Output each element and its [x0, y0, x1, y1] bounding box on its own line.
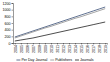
y-tick-label: 600 — [5, 22, 11, 26]
x-tick-label: 2017 — [92, 45, 96, 53]
x-tick-mark — [75, 43, 76, 45]
y-tick-mark — [12, 30, 14, 31]
lines — [15, 7, 105, 41]
plot: 0200400600800100012002004200520062007200… — [3, 2, 108, 53]
legend: Per Day Journal Publishers Journals — [16, 58, 93, 62]
y-tick-label: 1200 — [3, 2, 11, 6]
y-tick: 400 — [5, 28, 14, 32]
series-line — [15, 9, 105, 38]
x-tick-mark — [63, 43, 64, 45]
x-axis: 2004200520062007200820092010201120122013… — [14, 43, 108, 53]
series-line — [15, 7, 105, 37]
chart: 0200400600800100012002004200520062007200… — [0, 0, 110, 62]
x-tick-mark — [21, 43, 22, 45]
x-tick-mark — [81, 43, 82, 45]
y-tick: 0 — [9, 42, 14, 46]
y-tick: 800 — [5, 15, 14, 19]
y-tick-label: 0 — [9, 42, 11, 46]
x-tick: 2010 — [50, 43, 54, 53]
x-tick-mark — [69, 43, 70, 45]
x-tick: 2017 — [92, 43, 96, 53]
legend-label: Publishers — [55, 58, 72, 62]
y-tick-label: 1000 — [3, 8, 11, 12]
y-tick: 1200 — [3, 2, 14, 6]
x-tick: 2009 — [44, 43, 48, 53]
x-tick: 2012 — [62, 43, 66, 53]
series-line — [15, 22, 105, 41]
y-axis: 0 200 400 600 800 1000 1200 — [3, 2, 14, 46]
x-tick-mark — [45, 43, 46, 45]
x-tick: 2004 — [14, 43, 18, 53]
x-tick-label: 2014 — [74, 45, 78, 53]
y-tick-mark — [12, 3, 14, 4]
x-tick-label: 2005 — [20, 45, 24, 53]
legend-label: Per Day Journal — [21, 58, 47, 62]
legend-swatch — [16, 60, 20, 61]
x-tick-mark — [87, 43, 88, 45]
x-tick-label: 2004 — [14, 45, 18, 53]
y-tick-mark — [12, 43, 14, 44]
x-tick-mark — [15, 43, 16, 45]
y-tick-mark — [12, 16, 14, 17]
legend-item: Journals — [75, 58, 94, 62]
x-tick-label: 2010 — [50, 45, 54, 53]
x-tick-mark — [93, 43, 94, 45]
x-tick-label: 2007 — [32, 45, 36, 53]
x-tick-label: 2013 — [68, 45, 72, 53]
y-tick-mark — [12, 23, 14, 24]
x-tick: 2019 — [104, 43, 108, 53]
x-tick-label: 2008 — [38, 45, 42, 53]
x-tick-mark — [33, 43, 34, 45]
legend-swatch — [50, 60, 54, 61]
x-tick-label: 2018 — [98, 45, 102, 53]
x-tick: 2007 — [32, 43, 36, 53]
x-tick-label: 2011 — [56, 45, 60, 53]
y-tick-label: 200 — [5, 35, 11, 39]
x-tick: 2014 — [74, 43, 78, 53]
x-tick: 2013 — [68, 43, 72, 53]
x-tick-label: 2012 — [62, 45, 66, 53]
x-tick: 2016 — [86, 43, 90, 53]
x-tick: 2011 — [56, 43, 60, 53]
x-tick-mark — [39, 43, 40, 45]
y-tick-mark — [12, 36, 14, 37]
y-tick-label: 400 — [5, 28, 11, 32]
x-tick-mark — [57, 43, 58, 45]
x-tick-label: 2006 — [26, 45, 30, 53]
legend-item: Per Day Journal — [16, 58, 47, 62]
x-tick-label: 2016 — [86, 45, 90, 53]
x-tick: 2015 — [80, 43, 84, 53]
x-tick-label: 2019 — [104, 45, 108, 53]
x-tick-mark — [51, 43, 52, 45]
legend-label: Journals — [80, 58, 94, 62]
y-tick-label: 800 — [5, 15, 11, 19]
x-tick: 2008 — [38, 43, 42, 53]
x-tick: 2006 — [26, 43, 30, 53]
legend-swatch — [75, 60, 79, 61]
x-tick-mark — [99, 43, 100, 45]
x-tick: 2005 — [20, 43, 24, 53]
y-axis-line — [12, 4, 14, 44]
x-axis-line — [14, 44, 108, 45]
x-tick-mark — [105, 43, 106, 45]
y-tick: 1000 — [3, 8, 14, 12]
legend-item: Publishers — [50, 58, 72, 62]
y-tick: 600 — [5, 22, 14, 26]
x-tick-label: 2009 — [44, 45, 48, 53]
x-tick-mark — [27, 43, 28, 45]
x-tick: 2018 — [98, 43, 102, 53]
x-tick-label: 2015 — [80, 45, 84, 53]
y-tick: 200 — [5, 35, 14, 39]
y-tick-mark — [12, 10, 14, 11]
